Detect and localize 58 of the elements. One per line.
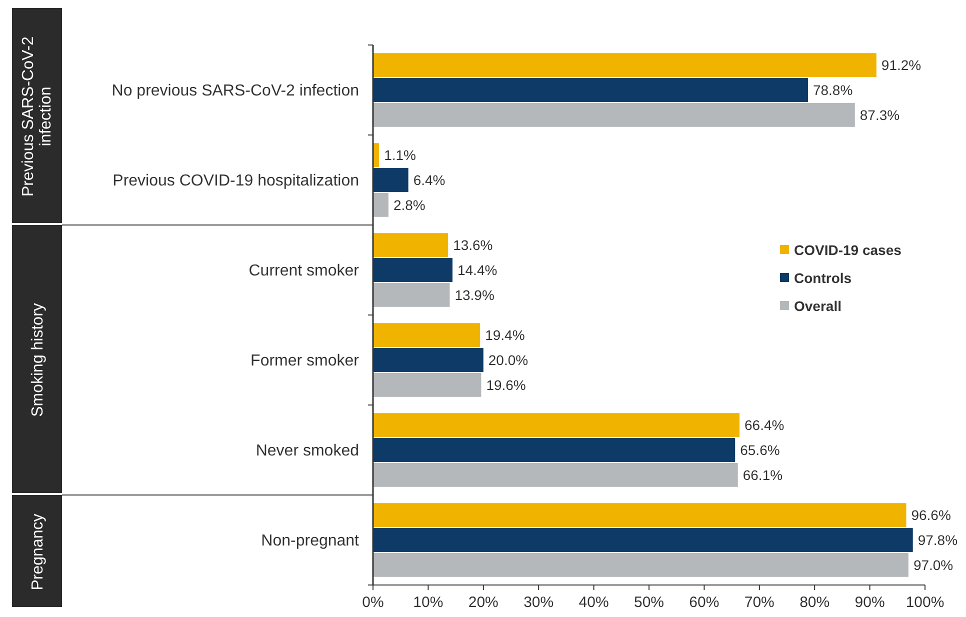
x-tick-label: 50% [634, 594, 664, 611]
legend-label: Controls [794, 270, 852, 286]
data-label: 6.4% [413, 172, 446, 188]
data-label: 66.4% [744, 416, 784, 433]
x-tick-label: 20% [468, 594, 498, 611]
data-label: 87.3% [860, 106, 900, 123]
data-label: 19.4% [485, 326, 525, 343]
data-label: 96.6% [911, 506, 951, 523]
bar [373, 258, 452, 282]
data-label: 1.1% [384, 146, 416, 163]
bar [373, 503, 906, 528]
text: Previous SARS-CoV-2 infection [20, 36, 55, 197]
bar [373, 168, 408, 192]
bar [373, 552, 908, 577]
bar [373, 413, 740, 438]
y-tick-label: Former smoker [250, 352, 360, 370]
y-tick-label: No previous SARS-CoV-2 infection [112, 82, 359, 100]
bar [373, 192, 388, 217]
x-tick-label: 40% [578, 594, 609, 611]
data-label: 66.1% [742, 466, 783, 483]
bar [373, 282, 450, 307]
y-tick-label: Never smoked [256, 442, 359, 460]
data-label: 97.8% [918, 532, 958, 548]
x-tick-label: 100% [906, 594, 944, 611]
text: Smoking history [30, 303, 47, 417]
bar [373, 462, 738, 487]
data-label: 20.0% [488, 352, 528, 368]
legend-label: COVID-19 cases [794, 242, 902, 258]
data-label: 91.2% [881, 56, 922, 73]
legend-label: Overall [794, 298, 842, 314]
x-tick-label: 70% [744, 594, 774, 611]
bar [373, 372, 482, 397]
data-label: 14.4% [457, 262, 498, 278]
bar [373, 53, 876, 78]
y-tick-label: Current smoker [248, 262, 360, 280]
data-label: 13.6% [453, 236, 493, 253]
x-tick-label: 80% [800, 594, 830, 611]
y-tick-label: Previous COVID-19 hospitalization [112, 172, 359, 190]
bar [373, 233, 448, 258]
x-tick-label: 30% [524, 594, 554, 611]
bar [373, 323, 480, 348]
data-label: 65.6% [740, 442, 780, 458]
bar [373, 102, 855, 127]
data-label: 97.0% [913, 556, 954, 573]
data-label: 2.8% [393, 196, 426, 213]
x-tick-label: 60% [689, 594, 720, 611]
bar [373, 438, 736, 462]
x-tick-label: 0% [362, 594, 384, 611]
text: Pregnancy [30, 514, 47, 590]
bar [373, 348, 484, 372]
bar [373, 78, 808, 102]
data-label: 19.6% [486, 376, 526, 393]
y-tick-label: Non-pregnant [261, 532, 360, 550]
bar [373, 528, 913, 552]
x-tick-label: 90% [854, 594, 885, 611]
data-label: 13.9% [454, 286, 494, 303]
data-label: 78.8% [812, 82, 853, 98]
x-tick-label: 10% [413, 594, 444, 611]
